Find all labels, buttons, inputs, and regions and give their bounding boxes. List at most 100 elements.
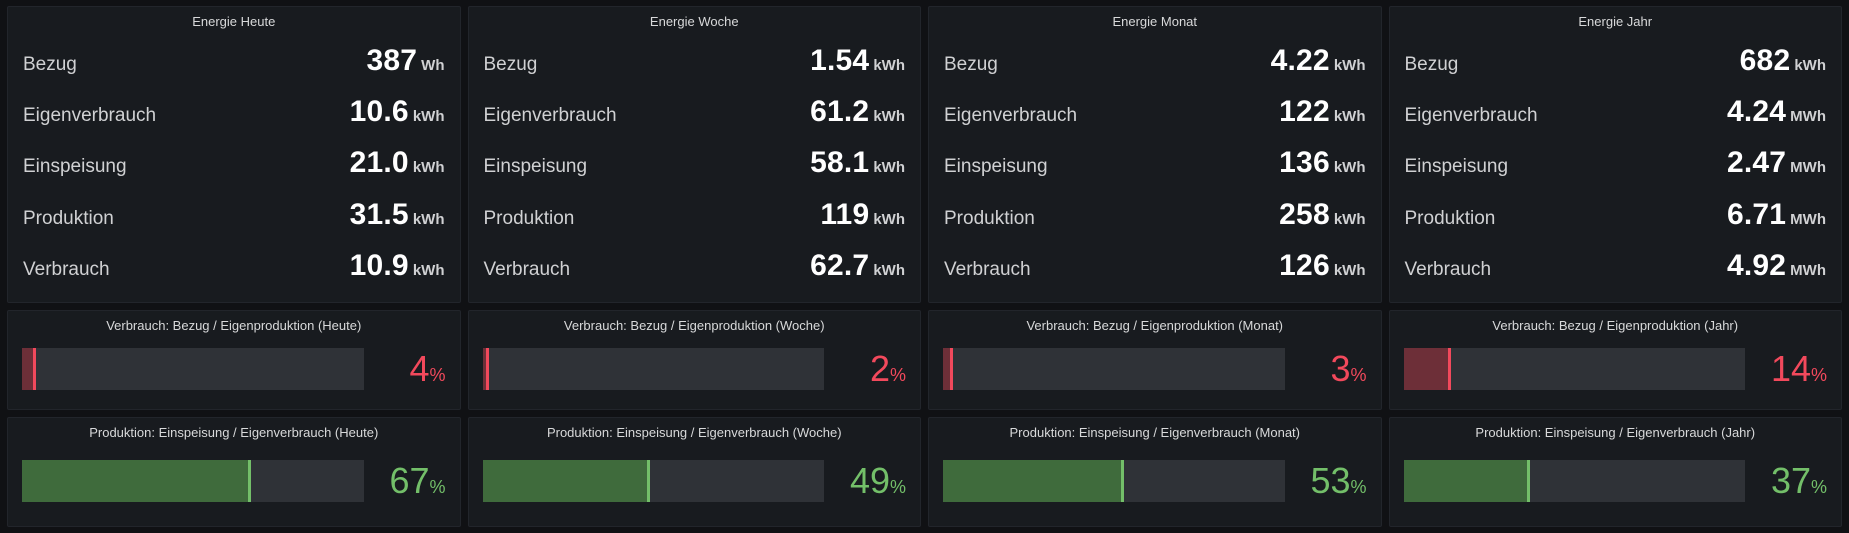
gauge-value: 14% — [1770, 348, 1827, 389]
stat-label: Produktion — [1404, 207, 1496, 229]
panel-title[interactable]: Verbrauch: Bezug / Eigenproduktion (Heut… — [106, 318, 362, 333]
stat-label: Eigenverbrauch — [944, 105, 1078, 127]
gauge-panel-verbrauch-heute: Verbrauch: Bezug / Eigenproduktion (Heut… — [7, 310, 461, 410]
stat-row-verbrauch: Verbrauch 4.92 MWh — [1405, 249, 1827, 283]
stat-value: 61.2 kWh — [810, 95, 905, 129]
gauge-body: 37% — [1390, 446, 1842, 526]
stat-label: Bezug — [23, 53, 77, 75]
gauge-fill — [1403, 348, 1452, 390]
gauge-fill — [22, 460, 251, 502]
panel-title[interactable]: Produktion: Einspeisung / Eigenverbrauch… — [1475, 425, 1756, 440]
gauge-unit: % — [1810, 477, 1827, 497]
panel-title[interactable]: Produktion: Einspeisung / Eigenverbrauch… — [1009, 425, 1301, 440]
gauge-fill — [482, 348, 490, 390]
stat-label: Verbrauch — [483, 259, 571, 281]
stat-label: Einspeisung — [483, 156, 588, 178]
gauge-body: 4% — [8, 339, 460, 409]
stat-row-produktion: Produktion 119 kWh — [484, 198, 906, 232]
stat-row-produktion: Produktion 258 kWh — [944, 198, 1366, 232]
gauge-bar — [482, 460, 824, 502]
stat-row-eigenverbrauch: Eigenverbrauch 4.24 MWh — [1405, 95, 1827, 129]
stat-label: Produktion — [23, 207, 114, 229]
stat-value: 31.5 kWh — [349, 197, 445, 231]
gauge-unit: % — [1350, 477, 1367, 497]
stat-unit: MWh — [1790, 159, 1826, 177]
stat-value: 4.92 MWh — [1726, 249, 1826, 283]
stats-body: Bezug 682 kWh Eigenverbrauch 4.24 MWh Eins… — [1390, 35, 1842, 302]
gauge-body: 2% — [469, 339, 921, 409]
stat-value: 4.22 kWh — [1270, 43, 1366, 77]
stat-label: Produktion — [944, 207, 1035, 229]
stat-value: 58.1 kWh — [810, 146, 905, 180]
gauge-body: 49% — [469, 446, 921, 526]
gauge-fill — [482, 460, 650, 502]
stat-value: 136 kWh — [1279, 146, 1366, 180]
stat-label: Einspeisung — [944, 156, 1048, 178]
gauge-panel-produktion-monat: Produktion: Einspeisung / Eigenverbrauch… — [928, 417, 1382, 527]
stat-label: Eigenverbrauch — [23, 105, 157, 127]
stat-unit: kWh — [412, 159, 445, 177]
stat-row-bezug: Bezug 682 kWh — [1405, 44, 1827, 78]
gauge-body: 53% — [929, 446, 1381, 526]
panel-title[interactable]: Verbrauch: Bezug / Eigenproduktion (Mona… — [1026, 318, 1284, 333]
gauge-body: 67% — [8, 446, 460, 526]
gauge-panel-produktion-woche: Produktion: Einspeisung / Eigenverbrauch… — [467, 417, 921, 527]
panel-title[interactable]: Verbrauch: Bezug / Eigenproduktion (Woch… — [563, 318, 825, 333]
gauge-body: 14% — [1390, 339, 1842, 409]
panel-title[interactable]: Produktion: Einspeisung / Eigenverbrauch… — [546, 425, 842, 440]
gauge-panel-verbrauch-woche: Verbrauch: Bezug / Eigenproduktion (Woch… — [467, 310, 921, 410]
gauge-body: 3% — [929, 339, 1381, 409]
stat-unit: kWh — [1333, 262, 1366, 280]
stat-row-einspeisung: Einspeisung 2.47 MWh — [1405, 146, 1827, 180]
stat-value: 4.24 MWh — [1726, 95, 1826, 129]
stat-row-verbrauch: Verbrauch 126 kWh — [944, 249, 1366, 283]
gauge-fill — [943, 460, 1124, 502]
gauge-bar — [1403, 460, 1745, 502]
stat-unit: kWh — [412, 108, 445, 126]
stats-panel-jahr: Energie Jahr Bezug 682 kWh Eigenverbrauch… — [1388, 6, 1842, 303]
gauge-value: 4% — [409, 348, 446, 389]
stat-label: Bezug — [1404, 53, 1459, 75]
stat-value: 62.7 kWh — [810, 249, 905, 283]
panel-title[interactable]: Energie Monat — [1112, 14, 1198, 29]
panel-title[interactable]: Energie Heute — [192, 14, 276, 29]
stat-unit: kWh — [1333, 159, 1366, 177]
gauge-fill — [22, 348, 36, 390]
stat-value: 10.9 kWh — [349, 249, 445, 283]
stats-panel-heute: Energie Heute Bezug 387 Wh Eigenverbrauch… — [7, 6, 461, 303]
gauge-value: 37% — [1770, 460, 1827, 501]
gauge-panel-verbrauch-monat: Verbrauch: Bezug / Eigenproduktion (Mona… — [928, 310, 1382, 410]
stat-unit: Wh — [421, 56, 445, 74]
stat-unit: MWh — [1790, 108, 1826, 126]
stat-label: Verbrauch — [1404, 259, 1492, 281]
stat-unit: kWh — [1333, 108, 1366, 126]
stat-row-bezug: Bezug 1.54 kWh — [484, 44, 906, 78]
panel-title[interactable]: Produktion: Einspeisung / Eigenverbrauch… — [89, 425, 379, 440]
stat-row-bezug: Bezug 4.22 kWh — [944, 44, 1366, 78]
gauge-bar — [943, 460, 1285, 502]
gauge-value: 49% — [849, 460, 906, 501]
panel-title[interactable]: Energie Woche — [649, 14, 739, 29]
gauge-bar — [22, 460, 364, 502]
panel-title[interactable]: Verbrauch: Bezug / Eigenproduktion (Jahr… — [1492, 318, 1739, 333]
gauge-value: 53% — [1310, 460, 1367, 501]
stat-row-produktion: Produktion 6.71 MWh — [1405, 198, 1827, 232]
stat-unit: kWh — [1333, 56, 1366, 74]
stat-unit: kWh — [873, 210, 905, 228]
stat-value: 126 kWh — [1279, 249, 1366, 283]
stat-label: Bezug — [944, 53, 998, 75]
panel-title[interactable]: Energie Jahr — [1578, 14, 1653, 29]
stat-row-einspeisung: Einspeisung 58.1 kWh — [484, 146, 906, 180]
gauge-bar — [1403, 348, 1745, 390]
gauge-bar — [482, 348, 824, 390]
stat-label: Eigenverbrauch — [1404, 105, 1538, 127]
stat-label: Verbrauch — [23, 259, 110, 281]
stat-unit: kWh — [412, 262, 445, 280]
stat-label: Produktion — [483, 207, 575, 229]
gauge-unit: % — [889, 477, 906, 497]
stat-row-produktion: Produktion 31.5 kWh — [23, 198, 445, 232]
stat-label: Verbrauch — [944, 259, 1031, 281]
stat-row-verbrauch: Verbrauch 62.7 kWh — [484, 249, 906, 283]
stats-panel-monat: Energie Monat Bezug 4.22 kWh Eigenverbrau… — [928, 6, 1382, 303]
